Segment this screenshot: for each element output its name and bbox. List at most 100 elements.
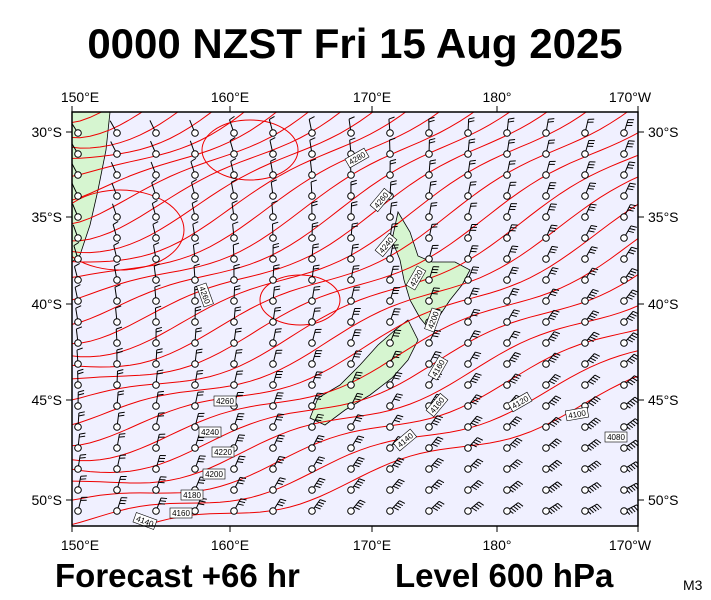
barb-flag [317,392,324,395]
barb-flag [316,416,323,419]
barb-flag [468,120,475,123]
barb-flag [198,503,205,506]
barb-station [464,192,472,200]
barb-flag [469,162,476,165]
barb-flag [474,418,481,422]
barb-flag [269,137,276,141]
barb-flag [430,180,437,183]
barb-station [386,129,394,137]
barb-station [425,297,433,305]
barb-station [542,150,550,158]
barb-station [191,381,199,389]
barb-flag [551,442,558,447]
barb-flag [394,483,401,487]
map-frame [71,111,639,527]
barb-flag [509,138,516,141]
contour-line [72,112,629,368]
barb-station [113,234,121,242]
barb-station [386,423,394,431]
barb-flag [74,263,80,267]
barb-flag [510,422,516,427]
barb-station [542,171,550,179]
barb-flag [190,157,197,163]
barb-flag [229,115,235,121]
barb-station [74,276,82,284]
barb-flag [193,263,200,267]
barb-station [425,192,433,200]
lat-label-right: 40°S [648,296,679,312]
barb-flag [628,315,635,319]
barb-station [113,129,121,137]
barb-flag [515,373,522,377]
barb-flag [434,505,441,509]
barb-flag [590,182,597,185]
barb-station [230,381,238,389]
barb-flag [430,183,437,186]
barb-flag [309,137,316,141]
barb-station [503,297,511,305]
barb-flag [472,266,480,268]
barb-flag [630,464,636,470]
barb-flag [274,306,282,309]
barb-station [503,465,511,473]
barb-flag [471,464,477,469]
barb-station [308,465,316,473]
barb-flag [632,398,638,403]
barb-flag [119,433,126,435]
barb-flag [397,414,404,418]
barb-flag [588,444,595,449]
barb-flag [391,204,398,207]
barb-flag [316,504,323,508]
barb-flag [279,477,286,480]
barb-station [308,360,316,368]
barb-flag [233,242,240,246]
barb-station [464,129,472,137]
barb-flag [357,414,364,417]
barb-flag [591,442,597,448]
barb-station [464,171,472,179]
lon-label-top: 170°W [609,89,652,105]
barb-station [386,402,394,410]
contour-label-box [202,468,226,480]
barb-flag [473,462,480,467]
barb-flag [394,374,401,377]
barb-station [269,171,277,179]
barb-flag [276,482,283,485]
barb-flag [508,141,515,144]
barb-flag [157,390,165,393]
contour-label: 4240 [198,426,222,438]
barb-station [308,213,316,221]
barb-flag [354,377,361,379]
barb-station [425,150,433,158]
barb-flag [156,351,163,354]
barb-flag [512,311,519,315]
barb-station [74,213,82,221]
barb-flag [319,499,326,503]
barb-flag [588,230,595,233]
barb-flag [631,268,638,272]
barb-flag [627,338,633,343]
barb-flag [354,419,361,422]
barb-station [464,255,472,263]
barb-station [464,360,472,368]
contour-label-box [211,446,235,458]
barb-flag [157,393,164,396]
barb-flag [628,272,635,276]
barb-flag [514,461,521,466]
barb-flag [158,503,165,505]
barb-flag [270,158,277,162]
barb-flag [549,293,557,297]
barb-station [152,486,160,494]
barb-station [542,444,550,452]
barb-station [152,402,160,410]
barb-flag [273,242,280,246]
barb-station [464,297,472,305]
contour-line [72,112,342,242]
barb-flag [318,501,325,505]
barb-flag [549,465,556,470]
barb-flag [350,182,357,186]
barb-station [620,423,628,431]
barb-flag [589,227,596,230]
barb-flag [630,225,637,228]
barb-flag [195,327,202,330]
